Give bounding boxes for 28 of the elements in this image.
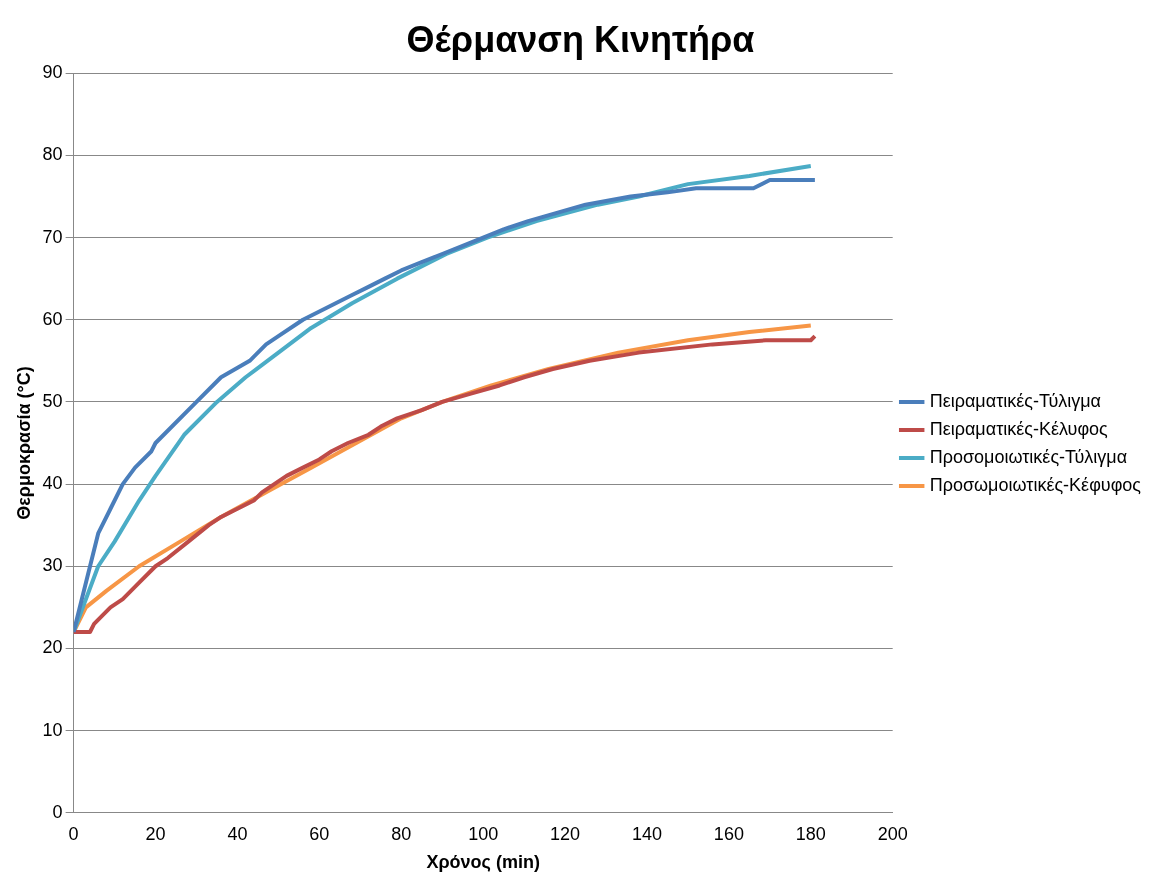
x-tick-label: 120 xyxy=(550,823,581,844)
legend-label: Πειραματικές-Κέλυφος xyxy=(929,418,1109,439)
x-tick-label: 200 xyxy=(877,823,908,844)
x-tick-label: 60 xyxy=(309,823,330,844)
y-tick-label: 80 xyxy=(42,144,63,165)
legend-label: Προσωμοιωτικές-Κέφυφος xyxy=(929,474,1142,495)
y-tick-label: 30 xyxy=(42,555,63,576)
chart-title: Θέρμανση Κινητήρα xyxy=(406,18,755,60)
y-axis-title: Θερμοκρασία (°C) xyxy=(13,366,34,520)
x-tick-label: 20 xyxy=(145,823,166,844)
y-tick-label: 90 xyxy=(42,62,63,83)
y-tick-label: 40 xyxy=(42,473,63,494)
x-tick-label: 80 xyxy=(391,823,412,844)
legend-label: Προσομοιωτικές-Τύλιγμα xyxy=(929,446,1128,467)
y-tick-label: 20 xyxy=(42,637,63,658)
x-tick-label: 140 xyxy=(631,823,662,844)
x-tick-label: 40 xyxy=(227,823,248,844)
y-tick-label: 0 xyxy=(52,801,63,822)
x-tick-label: 180 xyxy=(795,823,826,844)
y-tick-label: 10 xyxy=(42,719,63,740)
y-tick-label: 50 xyxy=(42,390,63,411)
legend-label: Πειραματικές-Τύλιγμα xyxy=(929,390,1102,411)
x-tick-label: 0 xyxy=(68,823,79,844)
y-tick-label: 60 xyxy=(42,308,63,329)
x-tick-label: 160 xyxy=(713,823,744,844)
x-tick-label: 100 xyxy=(468,823,499,844)
x-axis-title: Χρόνος (min) xyxy=(426,852,540,873)
y-tick-label: 70 xyxy=(42,226,63,247)
